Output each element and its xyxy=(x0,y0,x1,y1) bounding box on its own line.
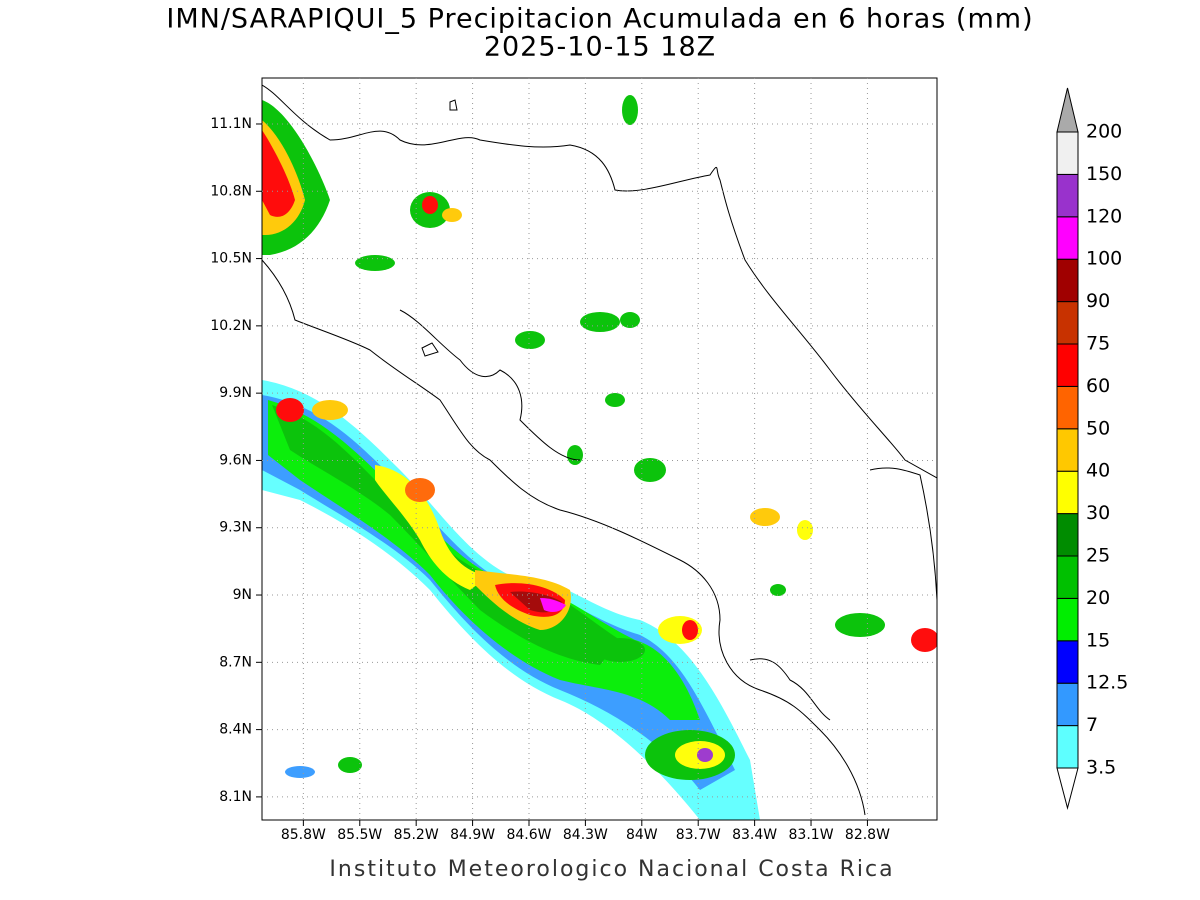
x-tick-label: 84.6W xyxy=(506,827,551,843)
colorbar-label: 20 xyxy=(1086,587,1110,609)
colorbar-label: 50 xyxy=(1086,417,1110,439)
colorbar-box xyxy=(1056,428,1079,472)
y-tick-label: 10.2N xyxy=(210,318,252,334)
colorbar-box xyxy=(1056,640,1079,684)
colorbar-label: 12.5 xyxy=(1086,672,1128,694)
x-tick-label: 83.1W xyxy=(789,827,834,843)
y-tick-label: 10.8N xyxy=(210,183,252,199)
colorbar-box xyxy=(1056,343,1079,387)
x-tick-label: 85.2W xyxy=(394,827,439,843)
colorbar-label: 100 xyxy=(1086,248,1122,270)
y-tick-label: 10.5N xyxy=(210,251,252,267)
subtitle: 2025-10-15 18Z xyxy=(484,32,716,63)
coastlines xyxy=(262,84,937,816)
colorbar-box xyxy=(1056,555,1079,599)
colorbar-label: 7 xyxy=(1086,714,1098,736)
precipitation-field xyxy=(262,95,937,820)
colorbar-box xyxy=(1056,470,1079,515)
x-tick-label: 83.4W xyxy=(732,827,777,843)
colorbar-label: 150 xyxy=(1086,163,1122,185)
x-tick-label: 84W xyxy=(626,827,658,843)
x-tick-label: 85.8W xyxy=(281,827,326,843)
footer: Instituto Meteorologico Nacional Costa R… xyxy=(329,857,894,882)
colorbar-label: 30 xyxy=(1086,502,1110,524)
colorbar-box xyxy=(1056,725,1079,769)
colorbar-box xyxy=(1056,258,1079,303)
map-frame xyxy=(261,77,938,821)
y-tick-label: 9N xyxy=(233,587,252,603)
x-tick-label: 85.5W xyxy=(337,827,382,843)
x-tick-label: 84.9W xyxy=(450,827,495,843)
colorbar-over xyxy=(1056,87,1079,133)
colorbar-box xyxy=(1056,597,1079,642)
colorbar-label: 60 xyxy=(1086,375,1110,397)
colorbar-box xyxy=(1056,216,1079,260)
y-tick-label: 9.3N xyxy=(219,520,252,536)
y-tick-label: 9.9N xyxy=(219,385,252,401)
colorbar-label: 75 xyxy=(1086,333,1110,355)
colorbar-box xyxy=(1056,301,1079,345)
y-tick-label: 8.4N xyxy=(219,722,252,738)
colorbar-box xyxy=(1056,173,1079,218)
colorbar-label: 40 xyxy=(1086,460,1110,482)
colorbar-box xyxy=(1056,131,1079,175)
colorbar-label: 120 xyxy=(1086,205,1122,227)
colorbar-label: 3.5 xyxy=(1086,757,1116,779)
colorbar-under xyxy=(1056,767,1079,810)
colorbar-label: 25 xyxy=(1086,545,1110,567)
x-tick-label: 83.7W xyxy=(676,827,721,843)
colorbar-label: 15 xyxy=(1086,629,1110,651)
x-tick-label: 84.3W xyxy=(563,827,608,843)
colorbar-box xyxy=(1056,385,1079,430)
colorbar-label: 90 xyxy=(1086,290,1110,312)
colorbar-box xyxy=(1056,513,1079,557)
colorbar-box xyxy=(1056,682,1079,727)
y-tick-label: 9.6N xyxy=(219,452,252,468)
y-tick-label: 8.1N xyxy=(219,789,252,805)
colorbar-label: 200 xyxy=(1086,121,1122,143)
y-tick-label: 11.1N xyxy=(210,116,252,132)
title: IMN/SARAPIQUI_5 Precipitacion Acumulada … xyxy=(166,4,1033,35)
y-tick-label: 8.7N xyxy=(219,654,252,670)
x-tick-label: 82.8W xyxy=(845,827,890,843)
